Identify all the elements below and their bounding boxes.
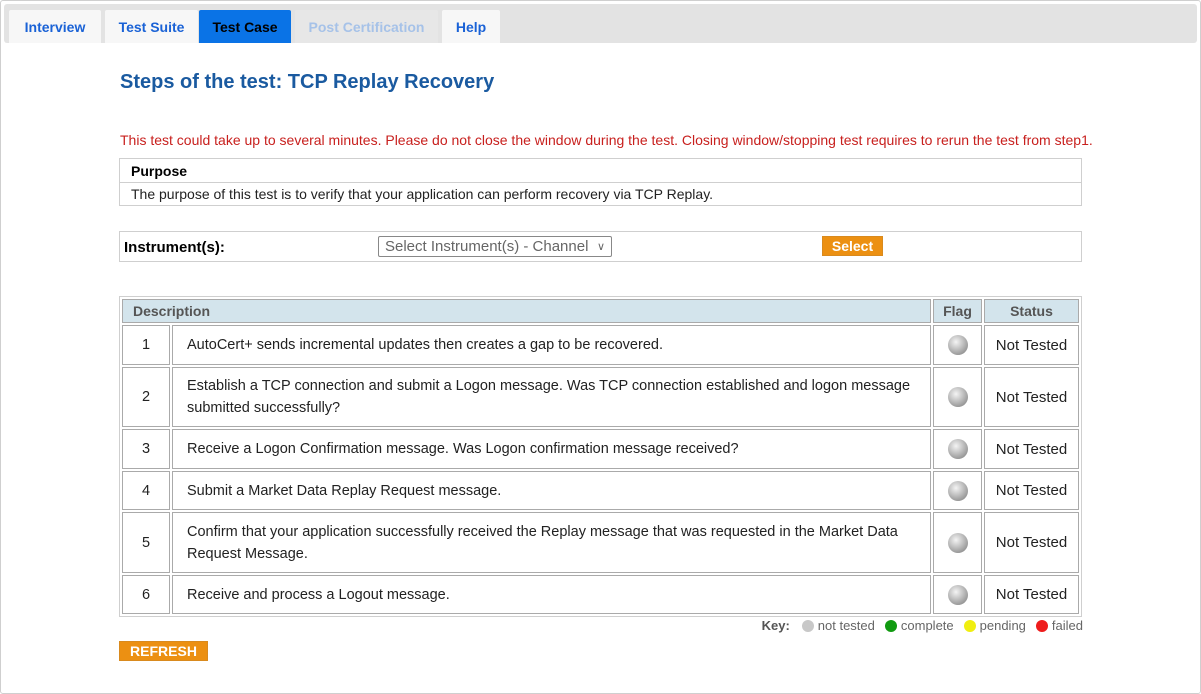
- complete-dot-icon: [884, 619, 897, 632]
- tab-test-suite[interactable]: Test Suite: [105, 10, 198, 43]
- key-label: Key:: [761, 618, 790, 633]
- instrument-select-value: Select Instrument(s) - Channel: [385, 238, 589, 255]
- step-number: 4: [122, 471, 170, 510]
- step-flag: [933, 575, 982, 614]
- table-row: 5 Confirm that your application successf…: [122, 512, 1079, 573]
- step-status: Not Tested: [984, 325, 1079, 365]
- page-title: Steps of the test: TCP Replay Recovery: [120, 71, 495, 93]
- purpose-text: The purpose of this test is to verify th…: [131, 186, 714, 202]
- header-description: Description: [122, 299, 931, 323]
- step-description: Submit a Market Data Replay Request mess…: [172, 471, 931, 510]
- step-status: Not Tested: [984, 512, 1079, 573]
- step-status: Not Tested: [984, 367, 1079, 427]
- table-row: 6 Receive and process a Logout message. …: [122, 575, 1079, 614]
- flag-ball-icon: [947, 387, 968, 407]
- key-pending: pending: [979, 618, 1026, 633]
- pending-dot-icon: [963, 619, 976, 632]
- refresh-button[interactable]: REFRESH: [119, 641, 208, 661]
- step-flag: [933, 429, 982, 469]
- step-number: 2: [122, 367, 170, 427]
- warning-message: This test could take up to several minut…: [120, 132, 1093, 148]
- step-description: Establish a TCP connection and submit a …: [172, 367, 931, 427]
- table-row: 4 Submit a Market Data Replay Request me…: [122, 471, 1079, 510]
- purpose-box: Purpose The purpose of this test is to v…: [119, 158, 1082, 206]
- instrument-select[interactable]: Select Instrument(s) - Channel ∨: [378, 236, 612, 257]
- step-flag: [933, 512, 982, 573]
- table-row: 3 Receive a Logon Confirmation message. …: [122, 429, 1079, 469]
- key-failed: failed: [1051, 618, 1083, 633]
- instrument-label: Instrument(s):: [124, 239, 225, 256]
- step-description: Receive and process a Logout message.: [172, 575, 931, 614]
- table-row: 1 AutoCert+ sends incremental updates th…: [122, 325, 1079, 365]
- flag-ball-icon: [947, 532, 968, 553]
- key-not-tested: not tested: [817, 618, 875, 633]
- step-number: 5: [122, 512, 170, 573]
- step-description: Receive a Logon Confirmation message. Wa…: [172, 429, 931, 469]
- tab-test-case[interactable]: Test Case: [199, 10, 291, 43]
- step-flag: [933, 367, 982, 427]
- table-row: 2 Establish a TCP connection and submit …: [122, 367, 1079, 427]
- step-number: 6: [122, 575, 170, 614]
- tab-post-certification: Post Certification: [295, 10, 438, 43]
- step-status: Not Tested: [984, 471, 1079, 510]
- step-number: 3: [122, 429, 170, 469]
- flag-ball-icon: [947, 584, 968, 605]
- step-status: Not Tested: [984, 575, 1079, 614]
- status-key: Key: not tested complete pending failed: [762, 618, 1083, 633]
- tab-interview[interactable]: Interview: [9, 10, 101, 43]
- failed-dot-icon: [1035, 619, 1048, 632]
- flag-ball-icon: [947, 439, 968, 459]
- step-flag: [933, 471, 982, 510]
- step-status: Not Tested: [984, 429, 1079, 469]
- not-tested-dot-icon: [801, 619, 814, 632]
- header-status: Status: [984, 299, 1079, 323]
- steps-table: Description Flag Status 1 AutoCert+ send…: [119, 296, 1082, 617]
- step-flag: [933, 325, 982, 365]
- purpose-heading: Purpose: [120, 159, 1081, 183]
- step-number: 1: [122, 325, 170, 365]
- flag-ball-icon: [947, 335, 968, 355]
- step-description: AutoCert+ sends incremental updates then…: [172, 325, 931, 365]
- key-complete: complete: [900, 618, 954, 633]
- select-button[interactable]: Select: [822, 236, 883, 256]
- flag-ball-icon: [947, 480, 968, 501]
- chevron-down-icon: ∨: [596, 241, 605, 253]
- header-flag: Flag: [933, 299, 982, 323]
- tab-help[interactable]: Help: [442, 10, 500, 43]
- step-description: Confirm that your application successful…: [172, 512, 931, 573]
- instrument-row: Instrument(s): Select Instrument(s) - Ch…: [119, 231, 1082, 262]
- tab-bar: Interview Test Suite Test Case Post Cert…: [4, 4, 1197, 43]
